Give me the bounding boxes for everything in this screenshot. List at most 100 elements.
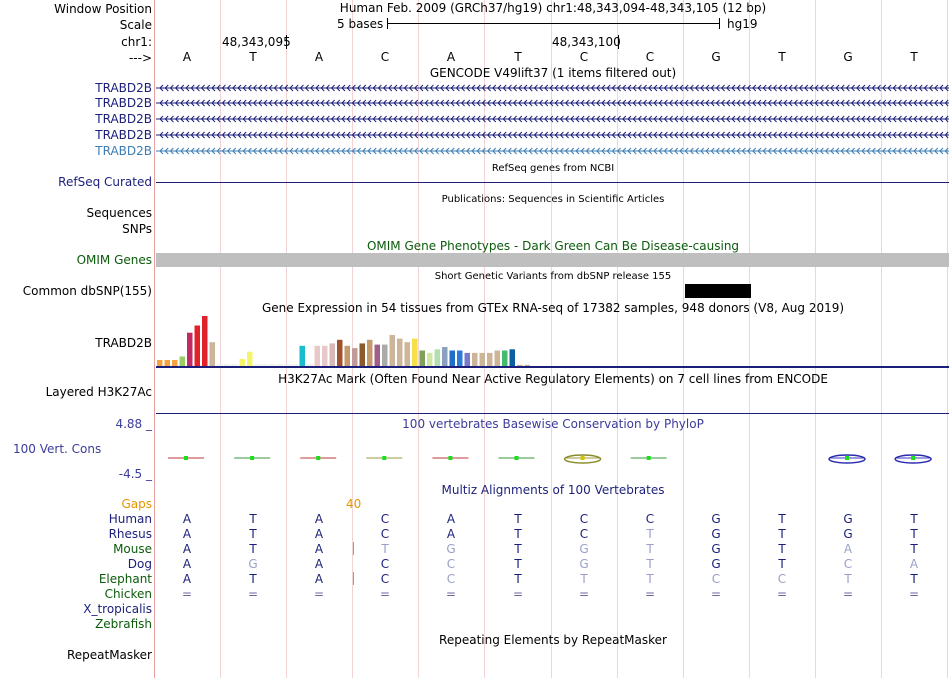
phylop-base-glyph (498, 456, 535, 460)
alignment-base: T (249, 542, 257, 556)
base-letter: A (446, 50, 456, 64)
alignment-base: T (514, 572, 522, 586)
gencode-gene-label[interactable]: TRABD2B (95, 96, 152, 110)
h3k27ac-track-title[interactable]: H3K27Ac Mark (Often Found Near Active Re… (278, 372, 828, 386)
species-label[interactable]: Dog (127, 557, 152, 571)
species-label[interactable]: Mouse (113, 542, 152, 556)
species-label[interactable]: Chicken (104, 587, 152, 601)
coordinate-tick-1: 48,343,095 (222, 35, 291, 49)
gtex-tissue-bar (442, 347, 448, 366)
alignment-base: C (380, 557, 390, 571)
gaps-label[interactable]: Gaps (121, 497, 152, 511)
phylop-min-label: -4.5 _ (118, 467, 152, 481)
gtex-tissue-bar (374, 344, 380, 366)
alignment-base: G (248, 557, 258, 571)
alignment-base: G (711, 527, 721, 541)
omim-label[interactable]: OMIM Genes (76, 253, 152, 267)
alignment-base: T (778, 557, 786, 571)
window-position-label: Window Position (54, 2, 152, 16)
snps-label[interactable]: SNPs (122, 222, 152, 236)
phylop-label[interactable]: 100 Vert. Cons (13, 442, 102, 456)
alignment-base: = (776, 587, 788, 601)
multiz-track-title[interactable]: Multiz Alignments of 100 Vertebrates (441, 483, 665, 497)
gencode-track-title[interactable]: GENCODE V49lift37 (1 items filtered out) (429, 66, 677, 80)
omim-track-title[interactable]: OMIM Gene Phenotypes - Dark Green Can Be… (366, 239, 740, 253)
alignment-base: = (644, 587, 656, 601)
species-label[interactable]: Human (108, 512, 152, 526)
alignment-base: G (843, 512, 853, 526)
alignment-base: C (446, 557, 456, 571)
gencode-gene-label[interactable]: TRABD2B (95, 128, 152, 142)
base-guide-line (947, 0, 948, 678)
refseq-label[interactable]: RefSeq Curated (58, 175, 152, 189)
gtex-tissue-bar (502, 350, 508, 366)
gtex-tissue-bar (389, 335, 395, 366)
phylop-base-glyph (828, 454, 866, 464)
alignment-base: A (446, 512, 456, 526)
dbsnp-label[interactable]: Common dbSNP(155) (22, 284, 152, 298)
species-label[interactable]: Rhesus (108, 527, 152, 541)
gtex-tissue-bar (179, 356, 185, 366)
h3k27ac-label[interactable]: Layered H3K27Ac (45, 385, 152, 399)
alignment-base: A (314, 557, 324, 571)
gtex-tissue-bar (509, 349, 515, 366)
gtex-tissue-bar (276, 364, 283, 367)
gencode-gene-label[interactable]: TRABD2B (95, 112, 152, 126)
species-label[interactable]: Elephant (98, 572, 152, 586)
alignment-base: = (908, 587, 920, 601)
base-letter: G (843, 50, 853, 64)
gtex-tissue-bar (187, 332, 193, 366)
species-label[interactable]: X_tropicalis (83, 602, 152, 616)
gencode-gene-label[interactable]: TRABD2B (95, 144, 152, 158)
phylop-max-label: 4.88 _ (115, 417, 152, 431)
alignment-base: T (381, 542, 389, 556)
phylop-base-glyph (894, 454, 932, 464)
gtex-tissue-bar (487, 352, 493, 366)
gtex-tissue-bar (306, 364, 313, 367)
alignment-base: C (645, 512, 655, 526)
gencode-gene-label[interactable]: TRABD2B (95, 81, 152, 95)
gtex-label[interactable]: TRABD2B (95, 336, 152, 350)
base-letter: T (778, 50, 786, 64)
alignment-base: A (909, 557, 919, 571)
sequences-label[interactable]: Sequences (86, 206, 152, 220)
species-label[interactable]: Zebrafish (95, 617, 152, 631)
alignment-base: T (910, 572, 918, 586)
alignment-base: C (579, 512, 589, 526)
gtex-tissue-bar (284, 364, 291, 367)
gtex-tissue-bar (464, 352, 470, 366)
publications-track-title[interactable]: Publications: Sequences in Scientific Ar… (441, 194, 665, 205)
gtex-tissue-bar (231, 364, 238, 367)
alignment-base: T (778, 542, 786, 556)
refseq-track-title[interactable]: RefSeq genes from NCBI (491, 163, 615, 174)
gtex-tissue-bar (329, 343, 335, 366)
alignment-base: G (711, 557, 721, 571)
refseq-gene-line[interactable] (156, 182, 949, 183)
gtex-tissue-bar (194, 325, 200, 366)
h3k27ac-baseline (156, 413, 949, 414)
transcript-line (156, 99, 949, 107)
repeatmasker-track-title[interactable]: Repeating Elements by RepeatMasker (439, 633, 667, 647)
strand-label: ---> (128, 51, 152, 65)
alignment-base: C (380, 527, 390, 541)
phylop-base-glyph (563, 454, 602, 464)
alignment-base: A (182, 527, 192, 541)
alignment-base: T (514, 542, 522, 556)
phylop-track-title[interactable]: 100 vertebrates Basewise Conservation by… (402, 417, 704, 431)
base-guide-line (220, 0, 221, 678)
base-guide-line (683, 0, 684, 678)
dbsnp-track-title[interactable]: Short Genetic Variants from dbSNP releas… (434, 271, 672, 282)
repeatmasker-label[interactable]: RepeatMasker (66, 648, 152, 662)
alignment-base: T (646, 557, 654, 571)
gtex-track-title[interactable]: Gene Expression in 54 tissues from GTEx … (261, 301, 845, 315)
alignment-base: A (314, 512, 324, 526)
gtex-tissue-bar (269, 364, 276, 367)
gtex-tissue-bar (404, 342, 410, 366)
alignment-base: C (446, 572, 456, 586)
alignment-base: T (844, 572, 852, 586)
omim-feature-bar[interactable] (156, 253, 949, 267)
dbsnp-variant-block[interactable] (685, 284, 751, 298)
